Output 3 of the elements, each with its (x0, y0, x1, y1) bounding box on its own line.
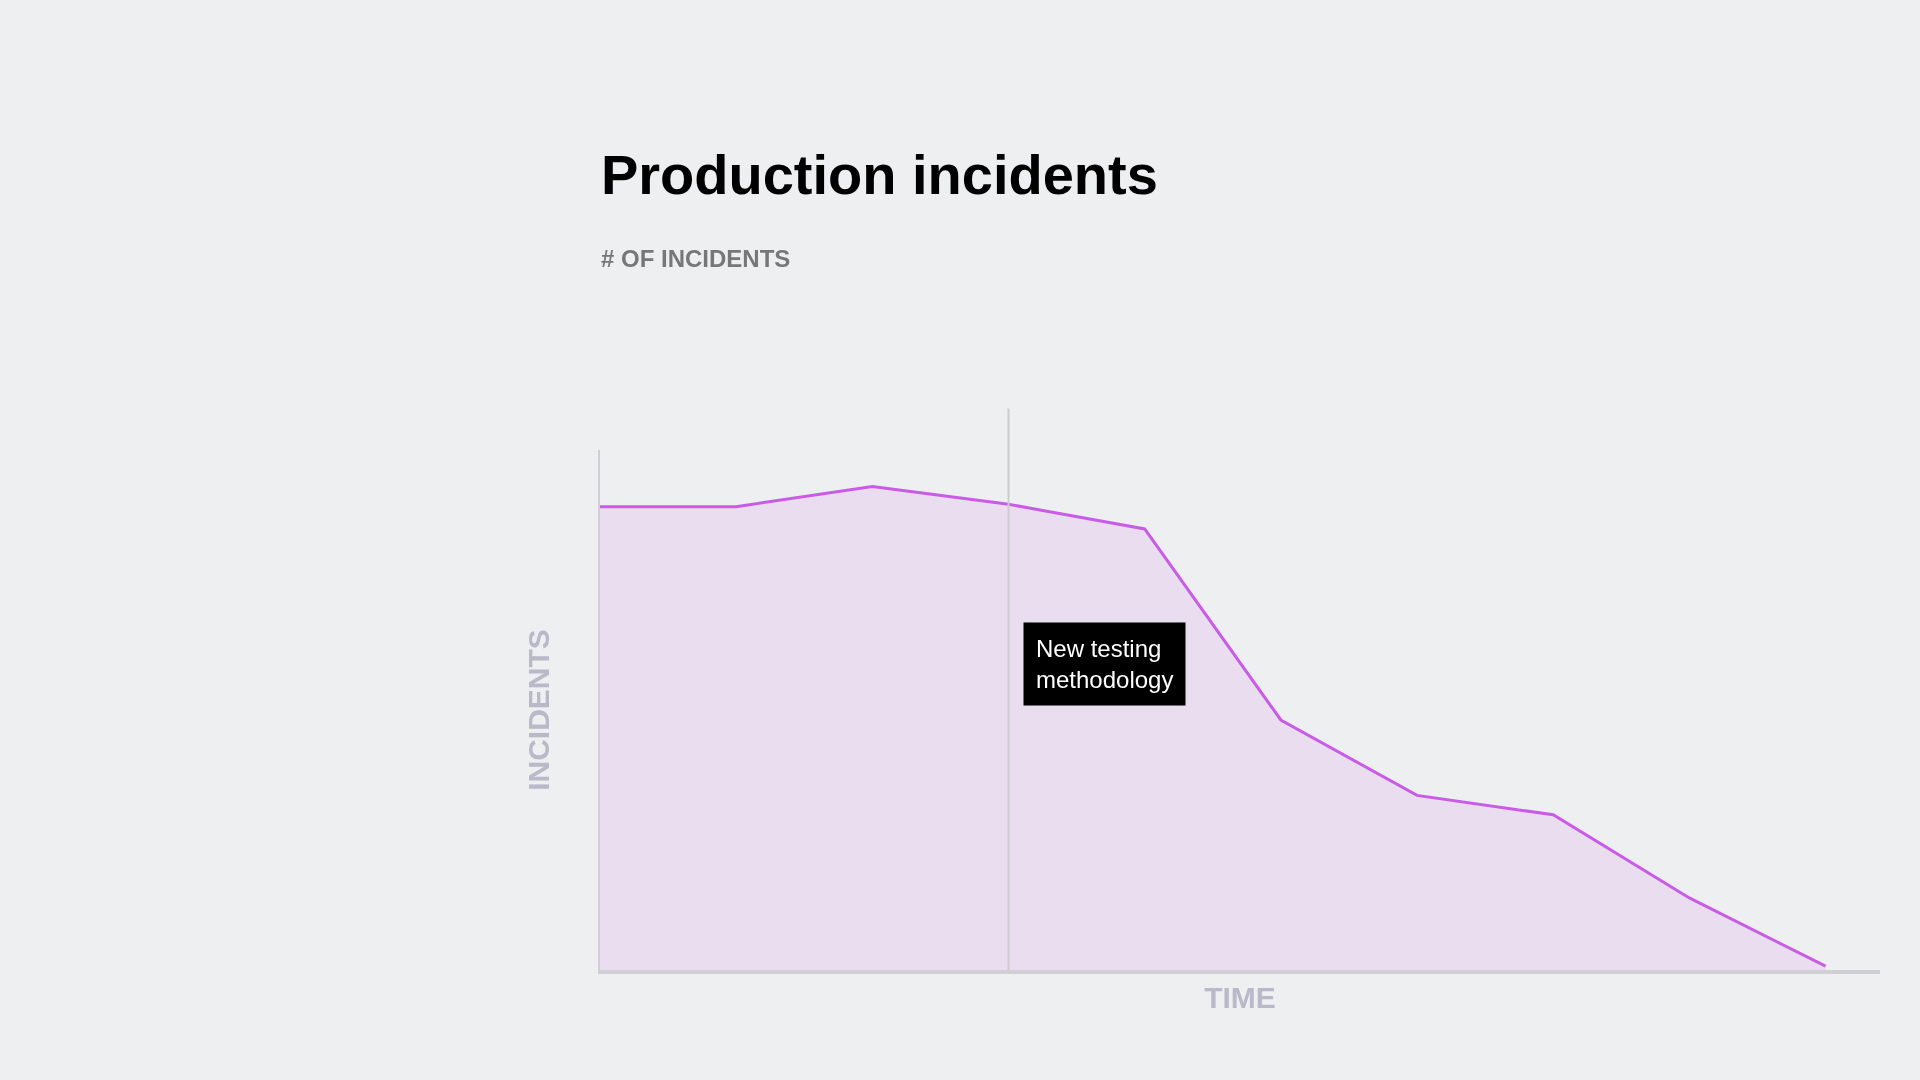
chart-subtitle: # OF INCIDENTS (600, 245, 791, 273)
chart-title: Production incidents (600, 143, 1158, 207)
annotation: New testing methodology (1036, 635, 1174, 694)
